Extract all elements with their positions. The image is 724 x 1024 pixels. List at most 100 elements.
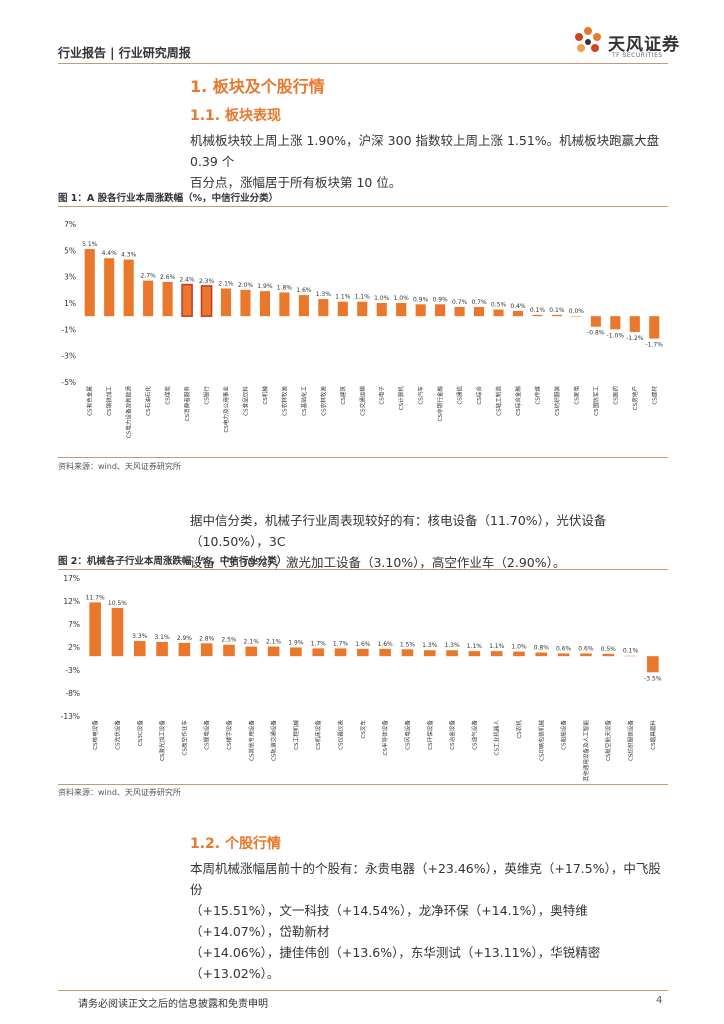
- bar: [454, 306, 465, 317]
- bar: [104, 258, 115, 317]
- x-tick-label: CS印刷包装机械: [537, 720, 545, 761]
- bar: [143, 280, 154, 317]
- x-tick-label: CS其他通用设备及人工智能: [582, 720, 590, 782]
- bar: [337, 301, 348, 317]
- paragraph-line: 据中信分类，机械子行业周表现较好的有：核电设备（11.70%），光伏设备（10.…: [190, 513, 607, 549]
- bar: [334, 648, 347, 657]
- x-tick-label: CS煤炭: [164, 386, 172, 405]
- data-label: 0.1%: [549, 307, 565, 314]
- x-tick-label: CS光伏设备: [113, 720, 121, 750]
- x-tick-label: CS电力设备及新能源: [125, 386, 133, 439]
- x-tick-label: CS油气设备: [470, 720, 478, 750]
- data-label: 2.1%: [218, 281, 234, 288]
- footer-disclaimer: 请务必阅读正文之后的信息披露和免责申明: [78, 999, 268, 1010]
- x-tick-label: CS钢铁加工: [105, 386, 113, 416]
- x-tick-label: CS机械: [261, 386, 269, 405]
- bar: [493, 309, 504, 317]
- data-label: -1.2%: [626, 335, 644, 342]
- y-tick-label: 12%: [63, 597, 80, 606]
- data-label: 1.6%: [355, 641, 371, 648]
- bar: [468, 651, 481, 657]
- paragraph-sector-performance: 机械板块较上周上涨 1.90%，沪深 300 指数较上周上涨 1.51%。机械板…: [190, 130, 668, 193]
- bar: [259, 291, 270, 317]
- x-tick-label: CS航空航天设备: [604, 720, 612, 761]
- data-label: 0.1%: [530, 307, 546, 314]
- bar: [446, 650, 458, 657]
- bar: [290, 647, 302, 657]
- data-label: 2.6%: [160, 274, 176, 281]
- data-label: 0.1%: [623, 648, 639, 655]
- paragraph-line: 设备（3.30%），激光加工设备（3.10%），高空作业车（2.90%）。: [190, 555, 566, 570]
- figure2-chart: 17% 12% 7% 2% -3% -8% -13% 11.7% CS核电设备 10.5% CS光伏…: [61, 574, 662, 782]
- footer-divider: [58, 990, 668, 991]
- data-label: 0.8%: [534, 645, 550, 652]
- bar: [649, 316, 660, 339]
- x-tick-label: CS叉车: [359, 720, 367, 739]
- bar: [379, 648, 391, 657]
- x-tick-label: CS农林牧渔: [280, 386, 288, 416]
- figure1-chart: 7% 5% 3% 1% -1% -3% -5% 5.1% CS有色金属 4.4% CS钢铁加工 4.3…: [61, 220, 663, 439]
- page-number: 4: [656, 995, 663, 1006]
- paragraph-top-stocks: 本周机械涨幅居前十的个股有：永贵电器（+23.46%），英维克（+17.5%），…: [190, 858, 668, 984]
- x-tick-label: CS交通运输: [358, 386, 366, 416]
- x-tick-label: CS汽车: [417, 386, 425, 405]
- x-tick-label: CS石油石化: [144, 386, 152, 416]
- data-label: 2.7%: [141, 273, 157, 280]
- data-label: -0.8%: [587, 330, 605, 337]
- y-tick-label: -1%: [61, 325, 76, 334]
- bar: [357, 648, 369, 657]
- bar: [415, 304, 426, 317]
- bar: [490, 651, 503, 657]
- bar: [610, 316, 621, 330]
- bar: [357, 301, 368, 317]
- bar: [279, 292, 290, 317]
- bar: [240, 289, 251, 317]
- x-tick-label: CS纺织服装: [553, 386, 561, 416]
- bar: [220, 288, 232, 317]
- x-tick-label: CS非银行金融: [436, 386, 444, 422]
- data-label: 10.5%: [108, 600, 127, 607]
- figure2-source: 资料来源：wind、天风证券研究所: [58, 788, 181, 797]
- bar: [200, 643, 213, 657]
- bar: [401, 649, 414, 657]
- figure2-bottom-rule: [58, 784, 668, 785]
- data-label: 1.9%: [257, 283, 273, 290]
- data-label: 0.0%: [569, 308, 585, 315]
- bar: [647, 656, 659, 673]
- bar: [181, 283, 193, 317]
- x-tick-label: CS国防军工: [592, 386, 600, 416]
- bar: [123, 259, 134, 317]
- data-label: 1.0%: [374, 295, 390, 302]
- data-label: 1.0%: [511, 644, 527, 651]
- data-label: 0.6%: [578, 645, 594, 652]
- x-tick-label: CS农机: [515, 720, 523, 739]
- data-label: 1.9%: [288, 639, 304, 646]
- bar: [423, 650, 436, 657]
- y-tick-label: -3%: [65, 666, 80, 675]
- bar: [535, 652, 548, 657]
- header-divider: [58, 63, 668, 64]
- subsection-heading-stocks: 1.2. 个股行情: [190, 836, 281, 852]
- y-tick-label: -13%: [61, 712, 80, 721]
- x-tick-label: CS房地产: [631, 386, 639, 411]
- x-tick-label: CS通信: [456, 386, 464, 405]
- x-tick-label: CS核电设备: [91, 720, 99, 750]
- paragraph-line: 百分点，涨幅居于所有板块第 10 位。: [190, 175, 402, 190]
- x-tick-label: CS轻工制造: [495, 386, 503, 416]
- x-tick-label: CS工程机械: [292, 720, 300, 750]
- x-tick-label: CS纺织服装设备: [627, 720, 635, 761]
- y-tick-label: 5%: [64, 246, 76, 255]
- x-tick-label: CS锂电设备: [203, 720, 211, 750]
- paragraph-line: （+15.51%），文一科技（+14.54%），龙净环保（+14.1%），奥特维…: [190, 903, 588, 939]
- x-tick-label: CS银行: [203, 386, 211, 405]
- x-tick-label: CS轨道交通设备: [270, 720, 278, 761]
- bar: [629, 316, 640, 332]
- bar: [474, 306, 485, 317]
- data-label: 0.7%: [452, 299, 468, 306]
- x-tick-label: CS家电: [572, 386, 580, 405]
- bar: [89, 602, 101, 657]
- figure1-bottom-rule: [58, 457, 668, 458]
- data-label: 2.1%: [266, 639, 282, 646]
- data-label: 3.3%: [132, 633, 148, 640]
- x-tick-label: CS风电设备: [403, 720, 411, 750]
